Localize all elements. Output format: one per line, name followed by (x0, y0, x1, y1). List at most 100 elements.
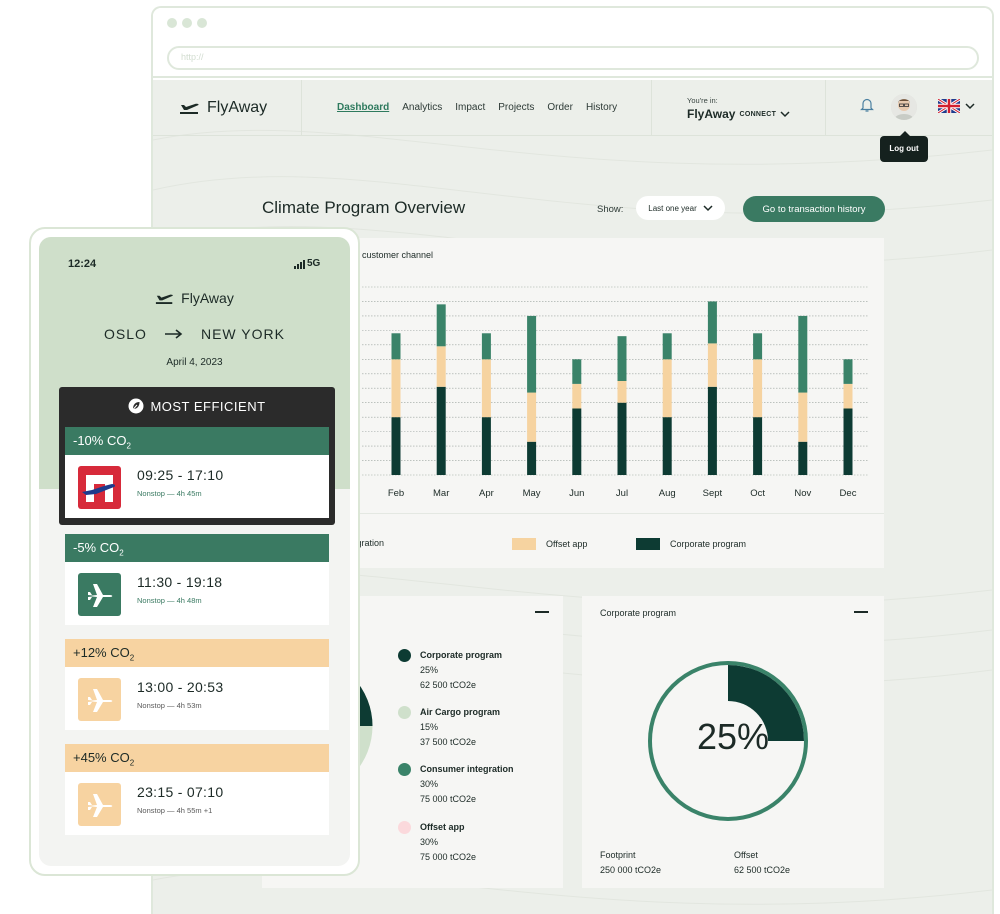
uk-flag-icon (938, 99, 960, 113)
x-tick-label: Mar (433, 488, 449, 499)
bar-segment[interactable] (481, 417, 491, 475)
bar-segment[interactable] (391, 359, 401, 418)
nav-dashboard[interactable]: Dashboard (337, 102, 390, 113)
app-header: FlyAway Dashboard Analytics Impact Proje… (153, 80, 992, 136)
signal-bars-icon (294, 260, 305, 269)
bar-segment[interactable] (572, 408, 582, 475)
bar-segment[interactable] (617, 402, 627, 475)
page-title: Climate Program Overview (262, 198, 466, 217)
legend-amount: 75 000 tCO2e (420, 852, 477, 862)
flight-card[interactable]: +12% CO2 13:00 - 20:53 Nonstop — 4h 53m (65, 639, 329, 730)
co2-label: CO (99, 540, 120, 555)
bar-segment[interactable] (753, 333, 763, 360)
bar-segment[interactable] (617, 336, 627, 381)
window-dot[interactable] (182, 18, 192, 28)
bar-segment[interactable] (391, 333, 401, 360)
bar-segment[interactable] (753, 359, 763, 418)
legend-amount: 37 500 tCO2e (420, 737, 477, 747)
bar-segment[interactable] (707, 343, 717, 387)
footprint-value: 250 000 tCO2e (600, 865, 662, 875)
bar-segment[interactable] (436, 346, 446, 387)
nav-analytics[interactable]: Analytics (402, 102, 443, 113)
legend-dot (398, 649, 411, 662)
nav-order[interactable]: Order (547, 102, 573, 113)
airplane-icon (78, 678, 121, 721)
leaf-icon (128, 398, 144, 414)
co2-value: +12% (73, 645, 107, 660)
status-signal: 5G (294, 258, 320, 269)
transaction-history-button[interactable]: Go to transaction history (743, 196, 885, 222)
bar-segment[interactable] (662, 333, 672, 360)
bar-segment[interactable] (707, 301, 717, 344)
bar-segment[interactable] (436, 386, 446, 475)
collapse-icon[interactable] (535, 611, 549, 613)
legend-entry: Consumer integration 30% 75 000 tCO2e (398, 762, 514, 807)
airline-logo-icon (78, 466, 121, 509)
show-label: Show: (597, 204, 624, 215)
legend-dot (398, 821, 411, 834)
chevron-down-icon (780, 111, 790, 118)
nav-impact[interactable]: Impact (455, 102, 486, 113)
bar-segment[interactable] (662, 359, 672, 418)
bar-segment[interactable] (798, 392, 808, 442)
co2-band: -10% CO2 (65, 427, 329, 455)
bar-segment[interactable] (798, 441, 808, 475)
period-select[interactable]: Last one year (636, 196, 725, 220)
bar-segment[interactable] (481, 359, 491, 418)
legend-corporate-label: Corporate program (670, 539, 747, 549)
legend-swatch (636, 538, 660, 550)
workspace-switcher[interactable]: You're in: FlyAway CONNECT (687, 96, 790, 121)
language-selector[interactable] (938, 99, 975, 113)
co2-value: +45% (73, 750, 107, 765)
arrow-right-icon (164, 329, 183, 339)
phone-screen: 12:24 5G FlyAway OSLO NEW YORK April 4, … (39, 237, 350, 866)
bar-segment[interactable] (481, 333, 491, 360)
address-placeholder: http:// (181, 52, 204, 62)
bar-segment[interactable] (527, 315, 537, 393)
workspace-suffix: CONNECT (739, 110, 777, 118)
window-dot[interactable] (167, 18, 177, 28)
bar-segment[interactable] (572, 359, 582, 384)
legend-percent: 30% (420, 779, 439, 789)
bar-segment[interactable] (436, 304, 446, 347)
nav-history[interactable]: History (585, 102, 618, 113)
logout-tooltip[interactable]: Log out (880, 131, 928, 162)
bar-segment[interactable] (572, 383, 582, 409)
flight-card[interactable]: +45% CO2 23:15 - 07:10 Nonstop — 4h 55m … (65, 744, 329, 835)
co2-label: CO (110, 750, 130, 765)
bar-segment[interactable] (527, 441, 537, 475)
nav-projects[interactable]: Projects (498, 102, 535, 113)
flight-card[interactable]: -5% CO2 11:30 - 19:18 Nonstop — 4h 48m (65, 534, 329, 625)
flight-times: 11:30 - 19:18 (137, 574, 223, 590)
footprint-stat: Footprint 250 000 tCO2e (600, 848, 661, 878)
channel-chart-card: customer channel Feb Mar Apr May Jun Jul Aug Se… (262, 238, 884, 568)
chart-title: customer channel (362, 250, 434, 260)
bar-segment[interactable] (391, 417, 401, 475)
bar-segment[interactable] (527, 392, 537, 442)
x-tick-label: Feb (388, 488, 404, 499)
bar-segment[interactable] (662, 417, 672, 475)
bar-segment[interactable] (798, 315, 808, 393)
route: OSLO NEW YORK (39, 326, 350, 342)
co2-label: CO (110, 645, 130, 660)
bar-segment[interactable] (617, 381, 627, 403)
x-tick-label: Oct (750, 488, 765, 499)
collapse-icon[interactable] (854, 611, 868, 613)
legend-amount: 62 500 tCO2e (420, 680, 477, 690)
avatar[interactable] (891, 94, 917, 120)
flight-meta: Nonstop — 4h 53m (137, 701, 202, 710)
plane-takeoff-icon (180, 103, 199, 114)
bar-segment[interactable] (843, 383, 853, 409)
bar-segment[interactable] (753, 417, 763, 475)
flight-card[interactable]: -10% CO2 09:25 - 17:10 Nonstop — 4h 45m (65, 427, 329, 518)
bell-icon[interactable] (860, 97, 874, 113)
ring-center (688, 701, 768, 781)
bar-segment[interactable] (843, 408, 853, 475)
bar-segment[interactable] (843, 359, 853, 384)
window-dot[interactable] (197, 18, 207, 28)
address-bar[interactable]: http:// (167, 46, 979, 70)
bar-segment[interactable] (707, 386, 717, 475)
flyaway-logo[interactable]: FlyAway (179, 99, 267, 117)
logo-text: FlyAway (207, 99, 268, 116)
legend-offset: Offset app (512, 538, 587, 550)
